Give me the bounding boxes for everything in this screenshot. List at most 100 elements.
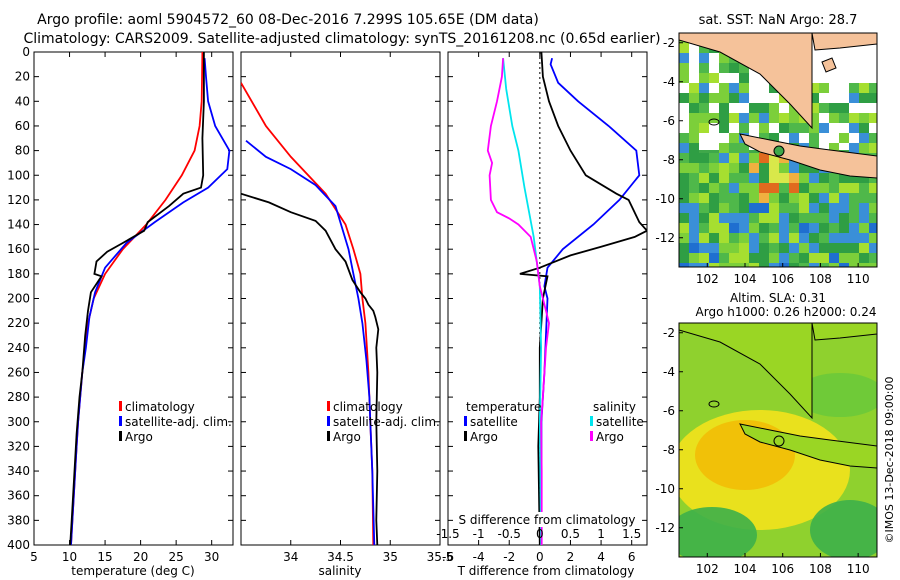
temperature-xtick-label: 15 — [97, 550, 112, 564]
sst-cell — [779, 213, 789, 223]
salinity-xtick-label: 34.5 — [327, 550, 354, 564]
sst-cell — [679, 93, 689, 103]
sst-cell — [699, 233, 709, 243]
sst-cell — [809, 173, 819, 183]
sst-cell — [849, 253, 859, 263]
sst-cell — [739, 253, 749, 263]
sst-cell — [799, 203, 809, 213]
sst-cell — [749, 173, 759, 183]
sst-cell — [839, 133, 849, 143]
sst-cell — [769, 243, 779, 253]
sst-cell — [749, 253, 759, 263]
sst-cell — [819, 253, 829, 263]
sst-cell — [829, 173, 839, 183]
sst-cell — [859, 203, 869, 213]
sst-cell — [849, 143, 859, 153]
salinity-xtick-label: 35.5 — [427, 550, 454, 564]
sst-cell — [849, 123, 859, 133]
sst-cell — [869, 213, 877, 223]
sst-cell — [739, 113, 749, 123]
sst-cell — [839, 173, 849, 183]
sst-cell — [769, 133, 779, 143]
sst-cell — [679, 233, 689, 243]
sst-cell — [839, 113, 849, 123]
sst-cell — [739, 83, 749, 93]
sst-cell — [839, 203, 849, 213]
sst-cell — [819, 213, 829, 223]
sst-cell — [739, 213, 749, 223]
sst-cell — [829, 113, 839, 123]
sst-cell — [769, 253, 779, 263]
difference-top-tick-label: 1.5 — [622, 527, 641, 541]
map-ytick-label: -6 — [663, 114, 675, 128]
sst-cell — [839, 183, 849, 193]
sst-cell — [739, 183, 749, 193]
sst-cell — [729, 243, 739, 253]
sst-cell — [749, 203, 759, 213]
sst-cell — [729, 133, 739, 143]
difference-top-tick-label: -1.5 — [436, 527, 459, 541]
sst-cell — [679, 53, 689, 63]
sst-cell — [849, 233, 859, 243]
sst-cell — [789, 233, 799, 243]
series-line-s-argo — [486, 58, 550, 545]
sst-cell — [779, 223, 789, 233]
salinity-axes: 34 34.5 35 35.5 — [241, 51, 454, 564]
legend-swatch-satellite — [119, 416, 122, 426]
sst-cell — [689, 143, 699, 153]
sst-cell — [869, 203, 877, 213]
sla-map-title: Altim. SLA: 0.31 — [730, 291, 826, 305]
sst-cell — [789, 123, 799, 133]
sst-cell — [819, 123, 829, 133]
sst-cell — [759, 193, 769, 203]
sst-cell — [729, 193, 739, 203]
sst-cell — [779, 173, 789, 183]
sst-cell — [709, 223, 719, 233]
sst-cell — [859, 263, 869, 267]
sst-cell — [809, 263, 819, 267]
legend-title-salinity: salinity — [593, 400, 636, 414]
sst-cell — [759, 263, 769, 267]
sst-cell — [769, 193, 779, 203]
sst-cell — [729, 63, 739, 73]
sst-cell — [819, 83, 829, 93]
sst-cell — [809, 83, 819, 93]
difference-axes: -6 -4 -2 0 2 4 6 — [442, 51, 647, 564]
sst-cell — [849, 183, 859, 193]
sst-cell — [679, 73, 689, 83]
legend-title-temperature: temperature — [466, 400, 541, 414]
sst-cell — [729, 163, 739, 173]
sst-cell — [729, 153, 739, 163]
map-ytick-label: -10 — [655, 192, 675, 206]
sst-cell — [819, 263, 829, 267]
sst-cell — [839, 253, 849, 263]
land-java-outline — [739, 423, 877, 469]
sst-cell — [699, 193, 709, 203]
sst-cell — [719, 203, 729, 213]
sst-cell — [789, 263, 799, 267]
sst-cell — [749, 183, 759, 193]
sst-cell — [759, 163, 769, 173]
sst-cell — [729, 143, 739, 153]
map-ytick-label: -6 — [663, 404, 675, 418]
legend-label-t-argo: Argo — [470, 430, 498, 444]
sst-cell — [749, 153, 759, 163]
sst-cell — [679, 223, 689, 233]
sst-cell — [779, 203, 789, 213]
sst-cell — [719, 233, 729, 243]
depth-tick-label: 20 — [15, 70, 30, 84]
sst-cell — [839, 233, 849, 243]
sst-cell — [699, 93, 709, 103]
legend-swatch-s-argo — [590, 431, 593, 441]
series-line-argo — [69, 52, 205, 545]
sst-cell — [859, 243, 869, 253]
sst-cell — [779, 113, 789, 123]
credit-text: ©IMOS 13-Dec-2018 09:00:00 — [883, 377, 896, 544]
sst-cell — [799, 243, 809, 253]
sst-cell — [699, 53, 709, 63]
sst-cell — [799, 253, 809, 263]
sst-cell — [709, 203, 719, 213]
legend-label-s-satellite: satellite — [596, 415, 644, 429]
sst-cell — [689, 163, 699, 173]
sst-cell — [699, 103, 709, 113]
